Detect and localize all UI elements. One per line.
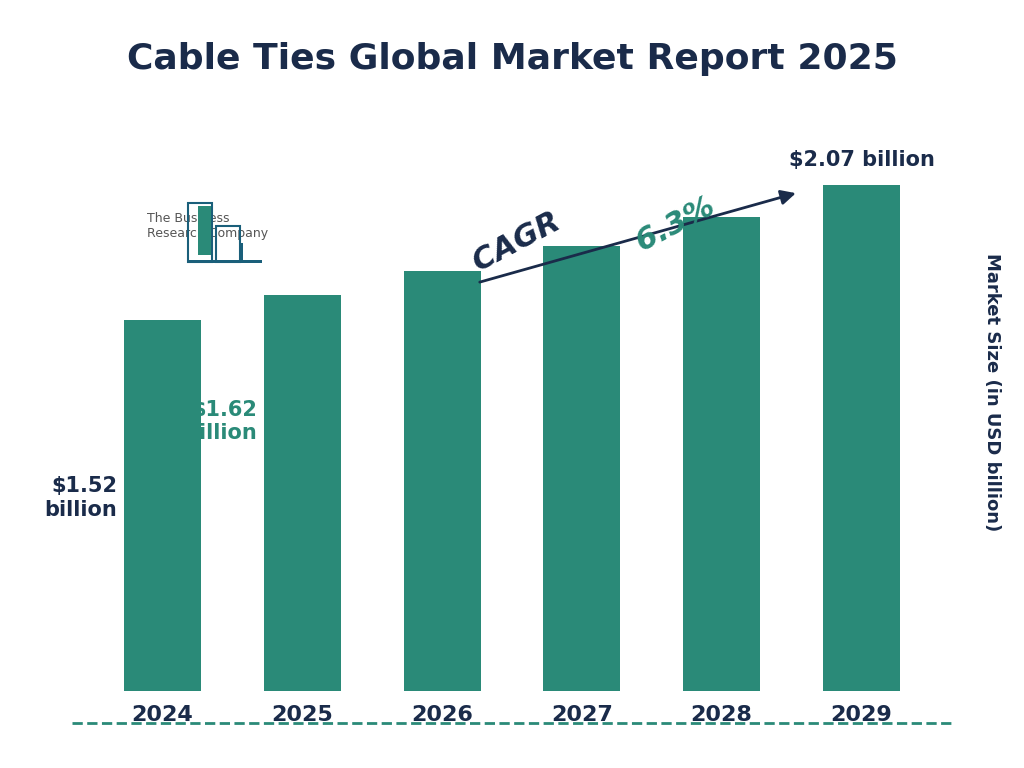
Text: $1.52
billion: $1.52 billion xyxy=(44,476,117,519)
Bar xyxy=(240,243,243,263)
Text: Market Size (in USD billion): Market Size (in USD billion) xyxy=(983,253,1000,531)
Bar xyxy=(240,260,262,263)
Bar xyxy=(216,226,240,262)
Bar xyxy=(124,319,201,691)
Bar xyxy=(188,260,240,263)
Bar xyxy=(188,203,212,262)
Text: CAGR: CAGR xyxy=(468,203,574,277)
Text: The Business
Research Company: The Business Research Company xyxy=(146,212,267,240)
Bar xyxy=(544,247,621,691)
Text: Cable Ties Global Market Report 2025: Cable Ties Global Market Report 2025 xyxy=(127,42,897,76)
Bar xyxy=(264,295,341,691)
Text: 6.3%: 6.3% xyxy=(574,193,720,288)
Bar xyxy=(199,207,211,255)
Bar xyxy=(683,217,760,691)
Bar xyxy=(403,270,480,691)
Text: $2.07 billion: $2.07 billion xyxy=(788,151,934,170)
Bar xyxy=(823,185,900,691)
Text: $1.62
billion: $1.62 billion xyxy=(184,400,257,443)
